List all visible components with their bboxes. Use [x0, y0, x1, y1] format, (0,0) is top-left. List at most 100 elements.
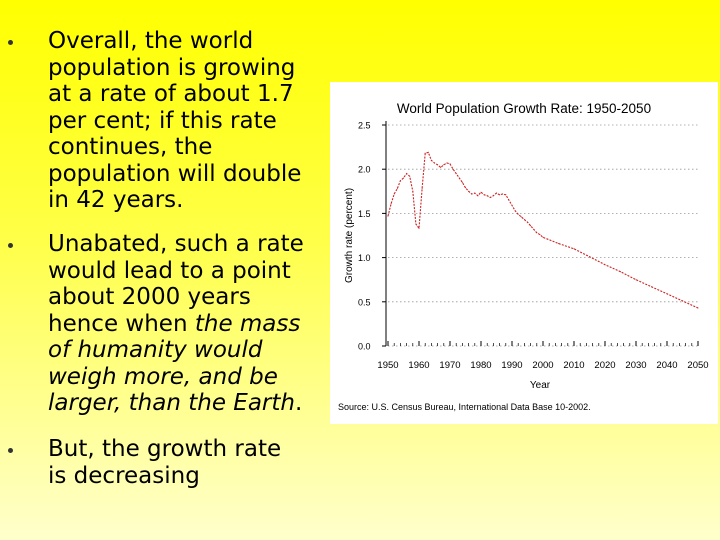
x-tick-label: 1960: [408, 360, 429, 371]
data-point: [499, 194, 501, 196]
data-point: [424, 152, 426, 154]
chart-panel: World Population Growth Rate: 1950-2050 …: [330, 82, 718, 424]
bullet-line: of humanity would: [48, 337, 338, 364]
text-run: Unabated, such a rate: [48, 231, 304, 257]
x-tick-label: 1950: [377, 360, 398, 371]
data-point: [620, 271, 621, 273]
data-point: [465, 187, 466, 189]
data-point: [539, 234, 541, 236]
bullet-line: would lead to a point: [48, 258, 338, 285]
x-tick-label: 1970: [439, 360, 460, 371]
data-point: [517, 213, 519, 215]
data-point: [421, 188, 423, 190]
bullet-line: hence when the mass: [48, 311, 338, 338]
data-point: [452, 168, 454, 170]
data-point: [443, 164, 445, 166]
data-point: [393, 193, 395, 195]
chart-title: World Population Growth Rate: 1950-2050: [397, 101, 651, 116]
data-point: [635, 279, 637, 281]
data-point: [468, 190, 470, 192]
y-tick-label: 0.0: [358, 342, 371, 352]
x-tick-label: 2050: [687, 360, 708, 371]
data-point: [406, 173, 408, 175]
data-point: [455, 173, 457, 175]
x-tick-label: 2030: [625, 360, 646, 371]
data-point: [589, 256, 590, 258]
italic-text: larger, than the Earth: [48, 390, 295, 416]
data-point: [682, 300, 683, 302]
growth-rate-chart: World Population Growth Rate: 1950-2050 …: [338, 101, 709, 412]
data-point: [514, 210, 516, 212]
bullet-text: But, the growth rate is decreasing: [48, 436, 338, 489]
data-point: [390, 203, 392, 205]
data-point: [387, 215, 389, 217]
x-tick-label: 2020: [594, 360, 615, 371]
data-point: [573, 248, 575, 250]
data-point: [446, 162, 448, 164]
y-tick-label: 1.0: [358, 253, 371, 263]
x-tick-label: 1980: [470, 360, 491, 371]
data-point: [558, 243, 559, 244]
data-point: [458, 177, 460, 179]
y-tick-label: 2.5: [358, 121, 371, 131]
data-point: [412, 190, 414, 192]
data-point: [396, 188, 398, 190]
chart-series: [387, 151, 699, 309]
data-point: [496, 192, 497, 194]
data-point: [651, 286, 652, 288]
text-run: .: [294, 390, 303, 416]
data-point: [542, 236, 544, 238]
bullet-line: continues, the: [48, 134, 213, 160]
bullet-line: is decreasing: [48, 462, 200, 489]
data-point: [527, 221, 528, 223]
y-tick-label: 0.5: [358, 297, 371, 307]
bullet-line: population will double: [48, 160, 302, 187]
data-point: [483, 194, 485, 196]
data-point: [477, 195, 479, 197]
y-tick-label: 2.0: [358, 165, 371, 175]
data-point: [399, 180, 401, 182]
data-point: [437, 164, 439, 166]
bullet-line: weigh more, and be: [48, 364, 338, 391]
bullet-dot: [8, 243, 13, 248]
data-point: [486, 195, 488, 197]
bullet-text: Overall, the world population is growing a…: [48, 28, 338, 214]
bullet-line: per cent; if this rate: [48, 107, 277, 134]
data-point: [533, 228, 535, 230]
y-axis-label: Growth rate (percent): [344, 188, 355, 283]
data-point: [434, 162, 435, 164]
bullet-text: Unabated, such a rate would lead to a poi…: [48, 231, 338, 417]
italic-text: weigh more, and be: [48, 363, 278, 390]
data-point: [430, 159, 432, 161]
data-point: [523, 219, 525, 221]
x-axis-label: Year: [530, 380, 551, 391]
data-point: [505, 194, 507, 196]
data-point: [474, 192, 476, 194]
bullet-line: at a rate of about 1.7: [48, 81, 294, 107]
data-point: [449, 163, 451, 165]
bullet-line: Unabated, such a rate: [48, 231, 338, 258]
bullet-line: population is growing: [48, 54, 296, 81]
bullet-line: in 42 years.: [48, 187, 184, 213]
data-point: [471, 193, 473, 195]
data-point: [697, 307, 699, 309]
bullet-dot: [8, 40, 13, 45]
x-tick-label: 2040: [656, 360, 677, 371]
data-point: [508, 199, 510, 201]
data-point: [666, 293, 668, 295]
data-point: [403, 177, 404, 179]
bullet-dot: [8, 448, 13, 453]
data-point: [492, 195, 494, 197]
data-point: [502, 193, 504, 195]
x-tick-label: 2010: [563, 360, 584, 371]
data-point: [427, 151, 429, 153]
bullet-line: larger, than the Earth.: [48, 390, 338, 417]
data-point: [530, 225, 532, 227]
data-point: [440, 166, 442, 168]
bullet-line: Overall, the world: [48, 28, 254, 54]
italic-text: of humanity would: [48, 337, 263, 363]
text-run: hence when: [48, 310, 195, 337]
data-point: [536, 232, 538, 234]
bullet-line: But, the growth rate: [48, 436, 282, 462]
text-run: about 2000 years: [48, 284, 251, 310]
